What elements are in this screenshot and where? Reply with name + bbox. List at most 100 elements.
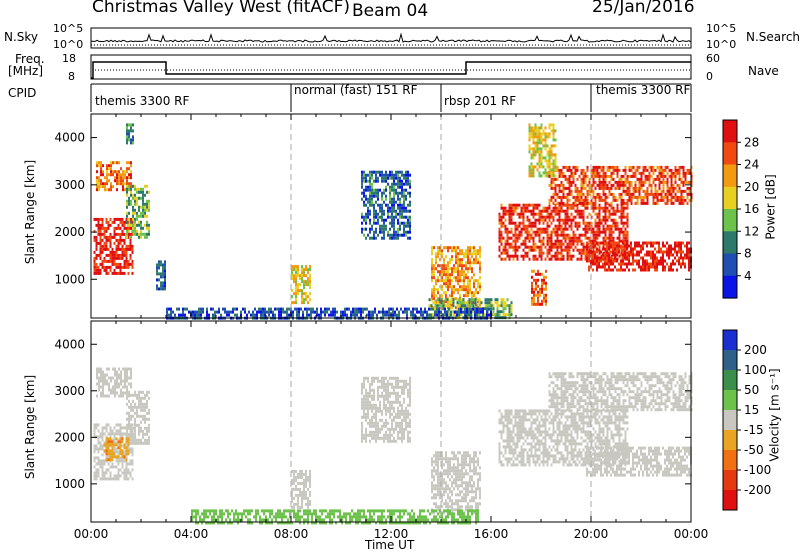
echo-cell	[128, 132, 130, 136]
echo-cell	[672, 259, 674, 263]
echo-cell	[114, 394, 116, 398]
echo-cell	[546, 162, 549, 166]
echo-cell	[626, 244, 628, 248]
echo-cell	[373, 430, 375, 434]
echo-cell	[545, 281, 547, 285]
echo-cell	[156, 284, 158, 288]
echo-cell	[367, 433, 369, 437]
echo-cell	[652, 195, 655, 199]
echo-cell	[371, 403, 373, 407]
echo-cell	[127, 220, 130, 224]
echo-cell	[449, 273, 451, 277]
echo-cell	[550, 150, 553, 154]
echo-cell	[590, 201, 593, 205]
echo-cell	[365, 439, 367, 443]
echo-cell	[508, 215, 511, 219]
echo-cell	[396, 313, 398, 317]
echo-cell	[228, 313, 230, 317]
echo-cell	[138, 190, 140, 194]
echo-cell	[134, 196, 136, 200]
echo-cell	[554, 174, 557, 178]
echo-cell	[608, 168, 611, 172]
echo-cell	[115, 247, 118, 251]
echo-cell	[388, 313, 390, 317]
echo-cell	[387, 182, 389, 186]
echo-cell	[592, 203, 595, 207]
echo-cell	[393, 224, 395, 228]
echo-cell	[391, 421, 393, 425]
echo-cell	[198, 310, 200, 314]
echo-cell	[128, 367, 130, 371]
echo-cell	[123, 250, 126, 254]
echo-cell	[594, 198, 597, 202]
echo-cell	[124, 391, 126, 395]
echo-cell	[117, 450, 120, 454]
echo-cell	[660, 259, 662, 263]
echo-cell	[538, 141, 541, 145]
echo-cell	[490, 307, 492, 311]
echo-cell	[463, 288, 465, 292]
echo-cell	[479, 264, 481, 268]
echo-cell	[476, 310, 478, 314]
echo-cell	[568, 239, 571, 243]
echo-cell	[539, 290, 541, 294]
echo-cell	[126, 393, 128, 397]
echo-cell	[624, 241, 626, 245]
echo-cell	[144, 396, 146, 400]
echo-cell	[588, 177, 591, 181]
echo-cell	[369, 430, 371, 434]
echo-cell	[470, 310, 472, 314]
echo-cell	[562, 254, 565, 258]
echo-cell	[116, 373, 118, 377]
echo-cell	[584, 224, 587, 228]
echo-cell	[393, 179, 395, 183]
echo-cell	[127, 471, 130, 475]
echo-cell	[102, 376, 104, 380]
echo-cell	[385, 409, 387, 413]
echo-cell	[606, 259, 608, 263]
echo-cell	[373, 215, 375, 219]
echo-cell	[586, 224, 589, 228]
echo-cell	[682, 241, 684, 245]
echo-cell	[526, 227, 529, 231]
echo-cell	[301, 277, 303, 281]
echo-cell	[361, 397, 363, 401]
echo-cell	[101, 444, 104, 448]
echo-cell	[401, 403, 403, 407]
echo-cell	[148, 208, 150, 212]
echo-cell	[612, 212, 615, 216]
echo-cell	[110, 188, 112, 192]
echo-cell	[536, 150, 539, 154]
echo-cell	[125, 226, 128, 230]
echo-cell	[98, 164, 100, 168]
echo-cell	[664, 174, 667, 178]
echo-cell	[504, 242, 507, 246]
echo-cell	[121, 244, 124, 248]
echo-cell	[120, 182, 122, 186]
echo-cell	[518, 203, 521, 207]
echo-cell	[614, 259, 616, 263]
echo-cell	[122, 176, 124, 180]
echo-cell	[96, 376, 98, 380]
echo-cell	[98, 376, 100, 380]
echo-cell	[531, 302, 533, 306]
echo-cell	[594, 201, 597, 205]
echo-cell	[128, 426, 130, 430]
echo-cell	[464, 304, 467, 308]
echo-cell	[678, 262, 680, 266]
echo-cell	[596, 230, 599, 234]
echo-cell	[533, 278, 535, 282]
echo-cell	[498, 248, 501, 252]
echo-cell	[556, 192, 559, 196]
echo-cell	[393, 203, 395, 207]
echo-cell	[532, 153, 535, 157]
echo-cell	[320, 313, 322, 317]
echo-cell	[686, 168, 689, 172]
echo-cell	[460, 304, 463, 308]
echo-cell	[381, 391, 383, 395]
echo-cell	[584, 195, 587, 199]
echo-cell	[403, 409, 405, 413]
echo-cell	[566, 254, 569, 258]
echo-cell	[401, 179, 403, 183]
echo-cell	[554, 227, 557, 231]
